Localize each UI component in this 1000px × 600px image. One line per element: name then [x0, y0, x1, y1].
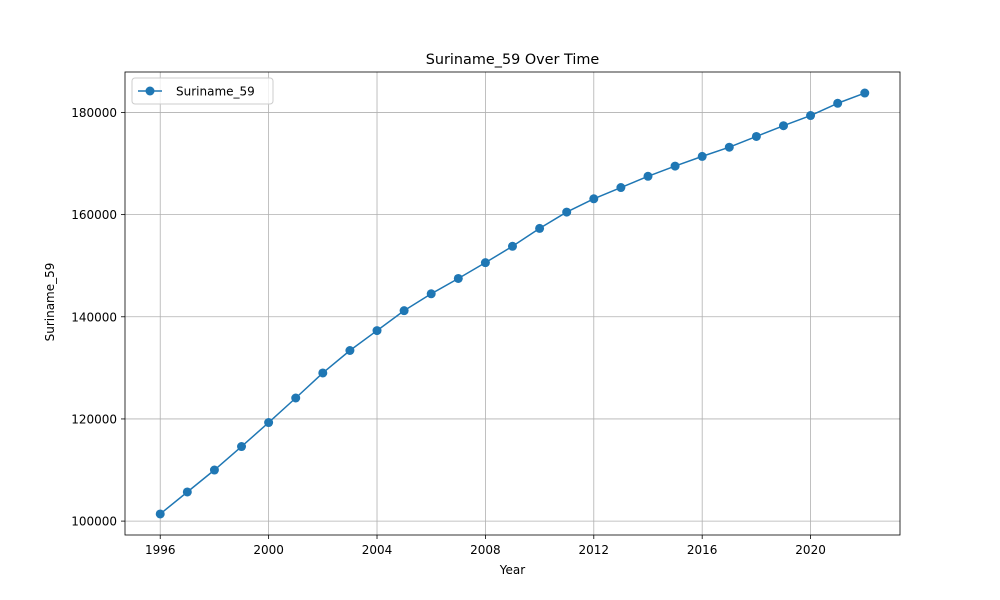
x-tick-label: 2008: [470, 543, 501, 557]
x-axis-label: Year: [499, 563, 525, 577]
data-point: [697, 151, 707, 161]
legend-series-marker: [145, 86, 155, 96]
data-point: [778, 121, 788, 131]
data-point: [318, 368, 328, 378]
data-point: [670, 161, 680, 171]
data-point: [291, 393, 301, 403]
grid: [125, 72, 900, 535]
data-point: [372, 326, 382, 336]
data-point: [155, 509, 165, 519]
y-tick-label: 140000: [71, 310, 117, 324]
data-point: [806, 111, 816, 121]
data-point: [724, 142, 734, 152]
data-point: [345, 345, 355, 355]
data-point: [643, 171, 653, 181]
data-point: [453, 273, 463, 283]
series-layer: [155, 88, 870, 519]
y-tick-label: 120000: [71, 412, 117, 426]
y-tick-label: 100000: [71, 515, 117, 529]
data-point: [616, 183, 626, 193]
x-tick-label: 2004: [362, 543, 393, 557]
data-point: [562, 207, 572, 217]
legend-box: [131, 77, 274, 105]
y-tick-label: 180000: [71, 106, 117, 120]
data-point: [535, 223, 545, 233]
data-point: [751, 131, 761, 141]
x-tick-label: 2016: [687, 543, 718, 557]
data-point: [480, 258, 490, 268]
data-point: [589, 194, 599, 204]
tick-labels: 1996 2000 2004 2008 2012 2016 2020 100000 120000…: [71, 106, 826, 557]
data-point: [182, 487, 192, 497]
y-tick-label: 160000: [71, 208, 117, 222]
data-point: [264, 418, 274, 428]
x-tick-label: 2000: [253, 543, 284, 557]
data-point: [426, 289, 436, 299]
legend: Suriname_59: [131, 77, 274, 105]
plot-frame: [124, 71, 901, 536]
data-point: [508, 241, 517, 251]
data-point: [399, 306, 409, 316]
x-tick-label: 2012: [579, 543, 610, 557]
legend-series-label: Suriname_59: [176, 85, 255, 99]
data-point: [833, 98, 843, 108]
data-point: [860, 88, 870, 98]
chart-title: Suriname_59 Over Time: [426, 52, 600, 68]
y-axis-label: Suriname_59: [43, 263, 57, 342]
x-tick-label: 1996: [145, 543, 176, 557]
axes: [124, 71, 901, 536]
data-point: [237, 442, 247, 452]
data-point: [209, 465, 219, 475]
x-tick-label: 2020: [795, 543, 826, 557]
